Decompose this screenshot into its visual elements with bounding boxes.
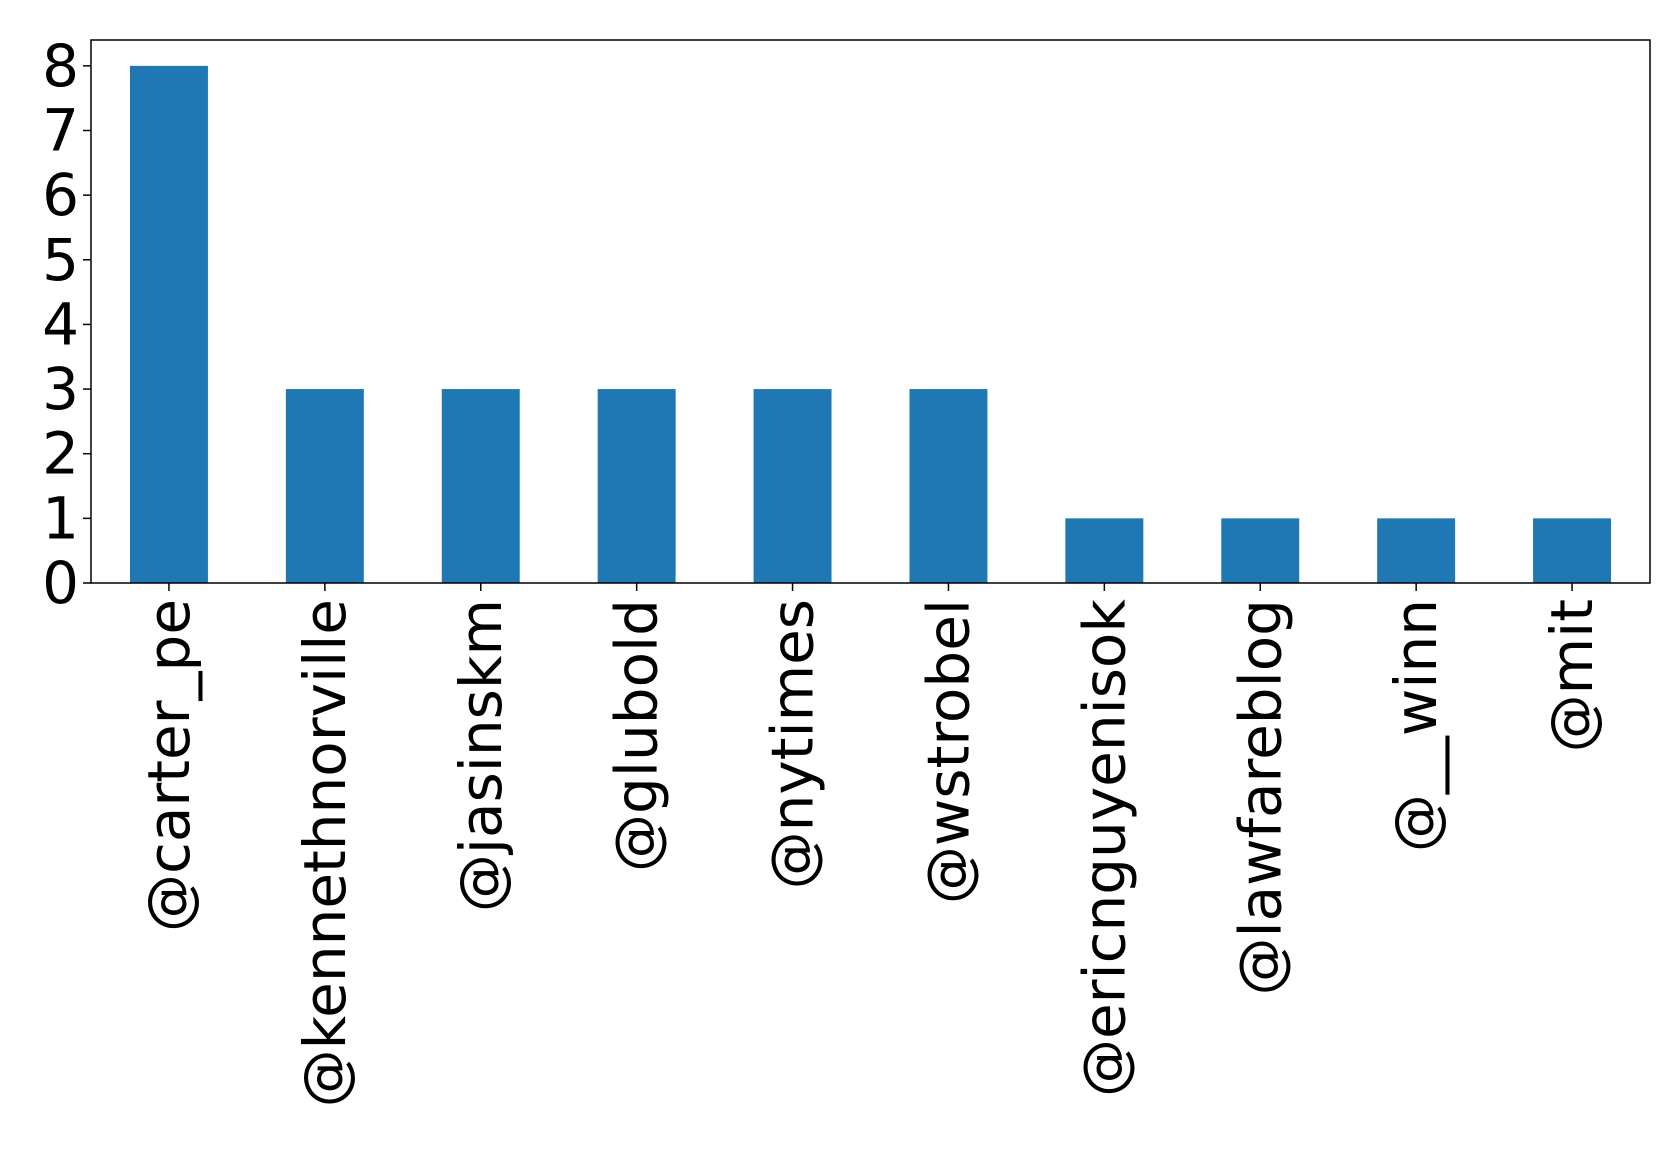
bar-ericnguyenisok [1065,518,1144,583]
bar-kennethnorville [285,389,364,583]
bar-carter-pe [129,65,208,584]
x-tick-label: @wstrobel [914,599,982,904]
bar-winn [1377,518,1456,583]
bar-glubold [597,389,676,583]
y-tick-label: 3 [42,355,79,423]
bar-lawfareblog [1221,518,1300,583]
x-tick-label: @nytimes [759,599,827,889]
x-tick-label: @carter_pe [135,599,203,932]
y-tick-label: 4 [42,290,79,358]
bars-group [129,65,1612,584]
x-axis: @carter_pe @kennethnorville @jasinskm @glub… [135,583,1606,1107]
x-tick-label: @mit [1538,599,1606,752]
y-tick-label: 6 [42,161,79,229]
x-tick-label: @glubold [603,599,671,872]
x-tick-label: @kennethnorville [291,599,359,1107]
y-tick-label: 0 [42,549,79,617]
y-tick-label: 7 [42,97,79,165]
y-tick-label: 2 [42,420,79,488]
x-tick-label: @ericnguyenisok [1070,599,1138,1097]
y-tick-label: 1 [42,484,79,552]
x-tick-label: @lawfareblog [1226,599,1294,996]
bar-nytimes [753,389,832,583]
x-tick-label: @__winn [1382,599,1450,852]
bar-jasinskm [441,389,520,583]
y-tick-label: 8 [42,32,79,100]
y-tick-label: 5 [42,226,79,294]
plot-frame [90,39,1651,584]
bar-wstrobel [909,389,988,583]
x-tick-label: @jasinskm [447,599,515,912]
bar-mit [1533,518,1612,583]
